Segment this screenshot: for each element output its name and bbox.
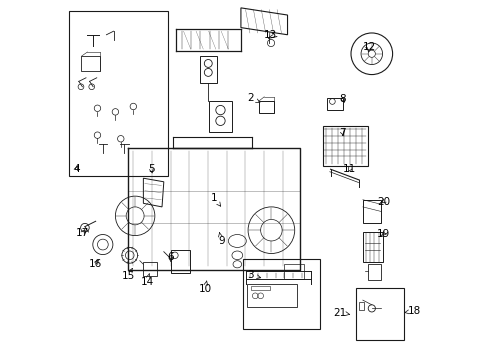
- Text: 18: 18: [404, 306, 420, 316]
- Text: 7: 7: [339, 129, 346, 138]
- Bar: [362, 200, 381, 223]
- Text: 13: 13: [264, 30, 277, 40]
- Text: 17: 17: [76, 228, 89, 238]
- Bar: [258, 101, 273, 113]
- Text: 5: 5: [148, 164, 154, 174]
- Bar: [69, 12, 168, 176]
- Text: 6: 6: [167, 252, 174, 262]
- Text: 12: 12: [362, 42, 375, 52]
- Text: 20: 20: [376, 197, 389, 207]
- Text: 21: 21: [333, 308, 349, 318]
- Text: 11: 11: [343, 164, 356, 174]
- Text: 15: 15: [121, 269, 134, 282]
- Text: 16: 16: [89, 259, 102, 269]
- Bar: [199, 56, 217, 83]
- Bar: [367, 264, 380, 280]
- Bar: [208, 101, 231, 132]
- Bar: [359, 302, 363, 310]
- Text: 4: 4: [73, 164, 80, 174]
- Bar: [171, 250, 189, 273]
- Text: 3: 3: [246, 270, 260, 280]
- Text: 19: 19: [376, 229, 389, 239]
- Bar: [246, 284, 297, 307]
- Text: 8: 8: [339, 94, 346, 104]
- Bar: [323, 126, 367, 166]
- Bar: [242, 259, 319, 329]
- Bar: [362, 232, 382, 262]
- Bar: [81, 56, 100, 71]
- Text: 14: 14: [140, 274, 153, 287]
- Text: 1: 1: [210, 193, 220, 206]
- Bar: [250, 286, 270, 290]
- Bar: [355, 288, 403, 339]
- Bar: [143, 262, 157, 276]
- Bar: [284, 264, 303, 279]
- Text: 10: 10: [198, 281, 211, 294]
- Text: 2: 2: [246, 93, 259, 103]
- Text: 9: 9: [218, 233, 224, 246]
- Bar: [326, 98, 343, 110]
